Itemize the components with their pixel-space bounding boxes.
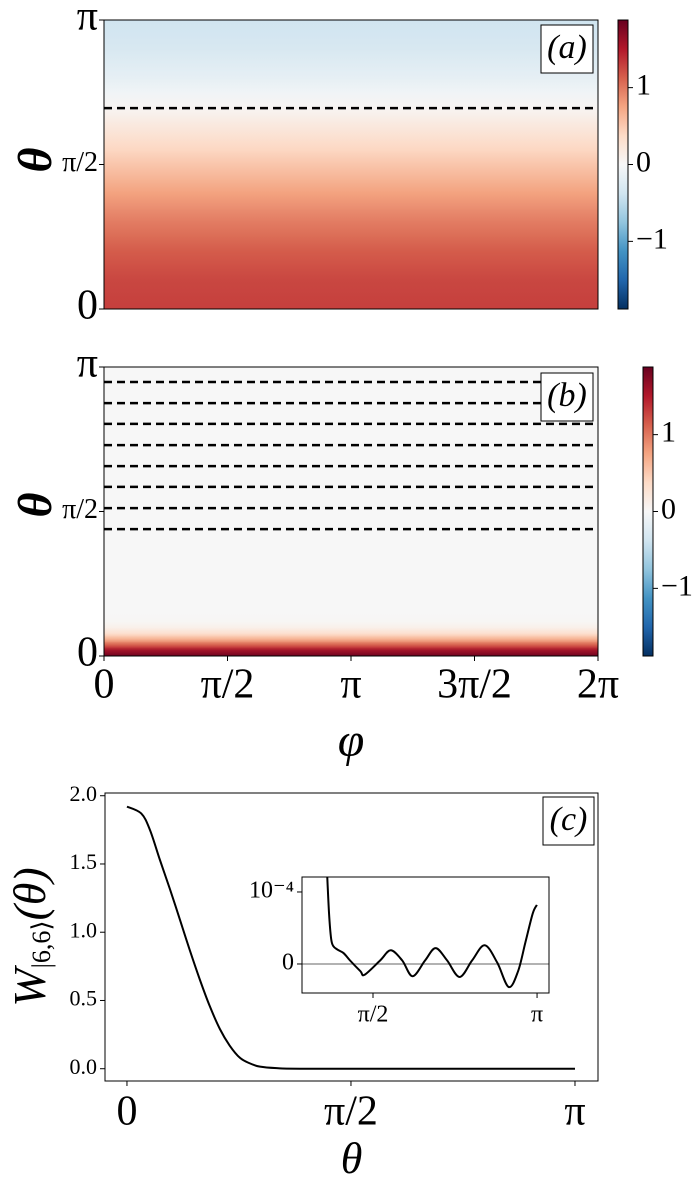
heatmap-band xyxy=(104,236,598,267)
x-axis-label: θ xyxy=(341,1134,363,1183)
colorbar-tick-label: 1 xyxy=(661,416,676,449)
x-tick-label: π/2 xyxy=(201,662,255,708)
y-tick-label: π xyxy=(77,341,98,387)
line-series xyxy=(326,877,538,989)
axes-frame xyxy=(301,876,550,994)
heatmap-band xyxy=(104,630,598,637)
x-tick-label: π/2 xyxy=(324,1089,378,1135)
y-tick-label: 0.0 xyxy=(70,1054,98,1079)
x-tick-label: π/2 xyxy=(358,1001,389,1027)
line-series xyxy=(126,805,575,1070)
y-tick-label: 1.0 xyxy=(70,917,98,942)
heatmap-band xyxy=(104,624,598,631)
heatmap-band xyxy=(104,647,598,654)
heatmap-band xyxy=(104,121,598,151)
y-axis-label: θ xyxy=(9,492,62,517)
inset-background xyxy=(302,877,549,993)
x-tick-label: 0 xyxy=(116,1089,137,1135)
colorbar-tick-label: −1 xyxy=(661,569,693,602)
y-tick-label: π/2 xyxy=(62,147,98,178)
x-tick-label: 2π xyxy=(577,662,619,708)
y-axis-label: θ xyxy=(9,147,62,172)
heatmap-band xyxy=(104,63,598,93)
colorbar xyxy=(642,366,654,657)
heatmap-band xyxy=(104,635,598,643)
heatmap-band xyxy=(104,482,598,606)
y-tick-label: 0.5 xyxy=(70,986,98,1011)
colorbar-tick-label: 1 xyxy=(636,69,651,102)
colorbar-tick-label: 0 xyxy=(636,145,651,178)
axes-frame xyxy=(104,792,599,1082)
x-tick-label: π xyxy=(531,1001,543,1027)
panel-label: (a) xyxy=(547,29,587,66)
heatmap-band xyxy=(104,653,598,657)
x-tick-label: 0 xyxy=(94,662,115,708)
heatmap-band xyxy=(104,207,598,238)
y-axis-label-part: |6,6⟩ xyxy=(27,921,56,969)
heatmap-band xyxy=(104,294,598,310)
y-tick-label: 1.5 xyxy=(70,849,98,874)
heatmap-band xyxy=(104,616,598,625)
panel-label-box xyxy=(542,796,595,846)
heatmap-band xyxy=(104,265,598,296)
y-axis-label: W|6,6⟩(θ) xyxy=(4,867,56,1006)
y-tick-label: π xyxy=(77,0,98,40)
y-tick-label: 2.0 xyxy=(70,781,98,806)
heatmap-band xyxy=(104,641,598,648)
heatmap-band xyxy=(104,34,598,64)
y-axis-label-part: (θ) xyxy=(4,867,55,920)
heatmap-band xyxy=(104,20,598,35)
x-axis-label: φ xyxy=(338,714,365,767)
colorbar-tick-label: 0 xyxy=(661,492,676,525)
y-tick-label: 0 xyxy=(282,949,294,975)
panel-label: (b) xyxy=(547,377,587,414)
heatmap-band xyxy=(104,178,598,209)
x-tick-label: π xyxy=(564,1089,585,1135)
y-tick-label: 10⁻⁴ xyxy=(249,877,294,903)
y-axis-label-part: W xyxy=(4,965,55,1007)
x-tick-label: 3π/2 xyxy=(437,662,512,708)
panel-label-box xyxy=(540,24,594,74)
colorbar-tick-label: −1 xyxy=(636,222,668,255)
panel-label-box xyxy=(540,372,594,422)
y-tick-label: π/2 xyxy=(62,494,98,525)
y-tick-label: 0 xyxy=(77,630,98,676)
x-tick-label: π xyxy=(340,662,361,708)
heatmap-band xyxy=(104,605,598,618)
colorbar xyxy=(617,19,629,310)
heatmap-band xyxy=(104,150,598,180)
panel-label: (c) xyxy=(550,801,588,838)
y-tick-label: 0 xyxy=(77,283,98,329)
